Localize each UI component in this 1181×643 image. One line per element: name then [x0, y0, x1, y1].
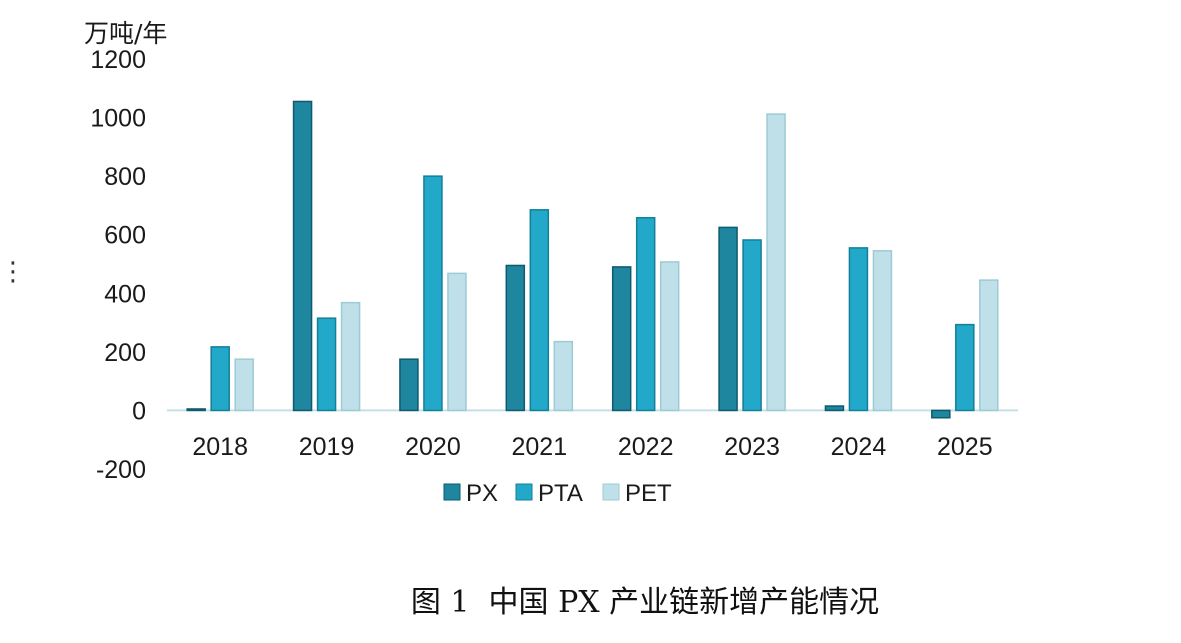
x-tick-label: 2022: [618, 433, 674, 461]
bar-px-2022: [611, 266, 632, 412]
bar-px-2024: [824, 405, 845, 412]
bar-px-2021: [505, 264, 526, 412]
x-tick-label: 2021: [512, 433, 568, 461]
bar-pet-2024: [872, 250, 893, 412]
bar-pta-2025: [955, 323, 975, 412]
bar-px-2018: [186, 408, 206, 412]
y-tick-label: -200: [96, 456, 146, 484]
bar-px-2023: [718, 226, 738, 412]
bar-px-2025: [931, 409, 951, 419]
x-tick-label: 2019: [299, 433, 355, 461]
legend-swatch-pta: [515, 483, 533, 501]
x-tick-label: 2018: [192, 433, 248, 461]
bar-series-group: [186, 100, 999, 419]
legend-swatch-pet: [602, 483, 620, 501]
legend: PX PTA PET: [443, 480, 672, 507]
bar-pet-2025: [979, 279, 999, 412]
y-tick-label: 200: [104, 339, 146, 367]
y-tick-label: 0: [132, 397, 146, 425]
bar-pta-2024: [848, 247, 869, 412]
side-menu-dots[interactable]: ⋮: [0, 257, 26, 287]
bar-pta-2021: [529, 209, 550, 412]
bar-pta-2019: [316, 317, 337, 412]
bar-pet-2023: [766, 113, 786, 412]
bar-pet-2018: [234, 358, 254, 412]
bar-pta-2022: [635, 216, 656, 412]
legend-label-px: PX: [466, 480, 498, 507]
bar-pet-2021: [553, 340, 574, 412]
y-tick-label: 800: [104, 163, 146, 191]
figure-caption: 图 1 中国 PX 产业链新增产能情况: [411, 585, 879, 620]
y-axis-ticks: 1200 1000 800 600 400 200 0 -200: [90, 46, 146, 484]
bar-pet-2020: [447, 272, 467, 412]
y-tick-label: 1000: [90, 105, 146, 133]
y-tick-label: 1200: [90, 46, 146, 74]
bar-pet-2022: [659, 261, 680, 412]
bar-px-2019: [292, 100, 313, 412]
bar-px-2020: [399, 358, 419, 412]
x-tick-label: 2023: [724, 433, 780, 461]
bar-pta-2020: [423, 175, 443, 412]
bar-pet-2019: [340, 301, 361, 412]
y-tick-label: 400: [104, 280, 146, 308]
x-tick-label: 2020: [405, 433, 461, 461]
x-tick-label: 2025: [937, 433, 993, 461]
legend-label-pta: PTA: [538, 480, 583, 507]
legend-label-pet: PET: [625, 480, 672, 507]
x-tick-label: 2024: [831, 433, 887, 461]
bar-pta-2018: [210, 346, 230, 412]
y-axis-unit-label: 万吨/年: [84, 19, 167, 48]
bar-pta-2023: [742, 239, 762, 412]
legend-swatch-px: [443, 483, 461, 501]
y-tick-label: 600: [104, 222, 146, 250]
x-axis-ticks: 2018 2019 2020 2021 2022 2023 2024 2025: [192, 433, 992, 461]
